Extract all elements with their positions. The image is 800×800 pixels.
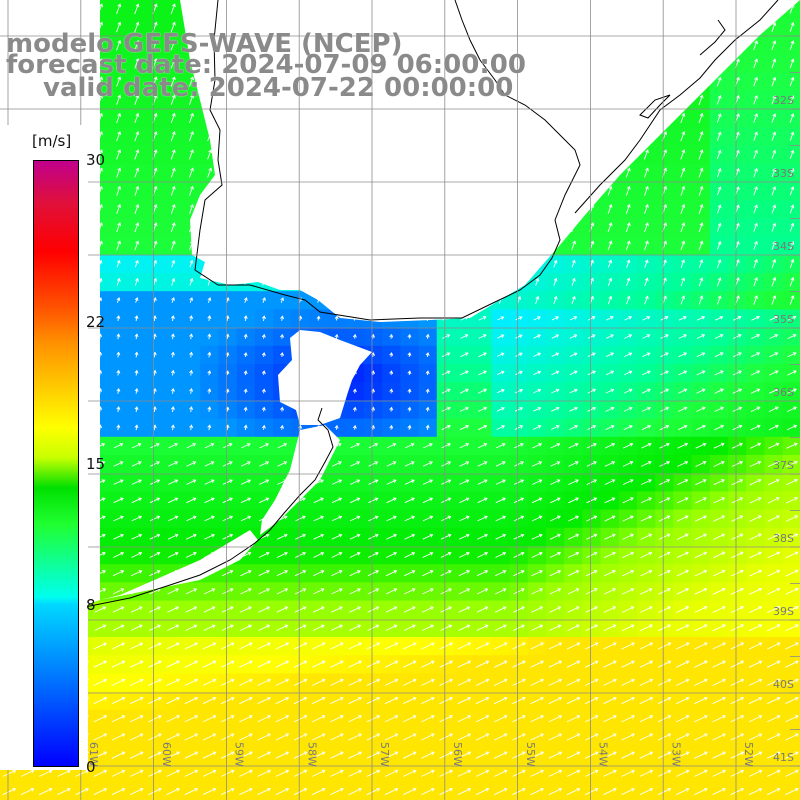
- legend-tick-label: 0: [86, 758, 96, 776]
- color-scale-bar: [33, 160, 79, 767]
- longitude-label: 55W: [524, 742, 537, 767]
- wind-arrow: [116, 3, 122, 15]
- latitude-label: 38S: [773, 532, 794, 545]
- longitude-label: 58W: [305, 742, 318, 767]
- latitude-label: 34S: [773, 240, 794, 253]
- legend-tick-label: 22: [86, 312, 106, 331]
- legend-tick-label: 15: [86, 454, 106, 473]
- latitude-label: 37S: [773, 459, 794, 472]
- latitude-label: 39S: [773, 605, 794, 618]
- latitude-label: 35S: [773, 313, 794, 326]
- longitude-label: 53W: [669, 742, 682, 767]
- wind-arrow: [116, 21, 122, 33]
- wind-arrow: [170, 21, 176, 33]
- legend-units: [m/s]: [32, 132, 72, 150]
- wind-arrow: [134, 3, 140, 15]
- longitude-label: 56W: [451, 742, 464, 767]
- latitude-label: 36S: [773, 386, 794, 399]
- longitude-label: 54W: [597, 742, 610, 767]
- legend-tick-label: 8: [86, 596, 96, 615]
- latitude-label: 40S: [773, 678, 794, 691]
- longitude-label: 60W: [160, 742, 173, 767]
- longitude-label: 52W: [742, 742, 755, 767]
- valid-date: valid date: 2024-07-22 00:00:00: [43, 73, 514, 103]
- latitude-label: 33S: [773, 167, 794, 180]
- longitude-label: 59W: [233, 742, 246, 767]
- longitude-label: 57W: [378, 742, 391, 767]
- wind-arrow: [134, 21, 140, 33]
- legend-tick-label: 30: [86, 151, 106, 169]
- latitude-label: 41S: [773, 751, 794, 764]
- wind-cell: [782, 782, 800, 800]
- latitude-label: 32S: [773, 94, 794, 107]
- wind-arrow: [170, 3, 176, 15]
